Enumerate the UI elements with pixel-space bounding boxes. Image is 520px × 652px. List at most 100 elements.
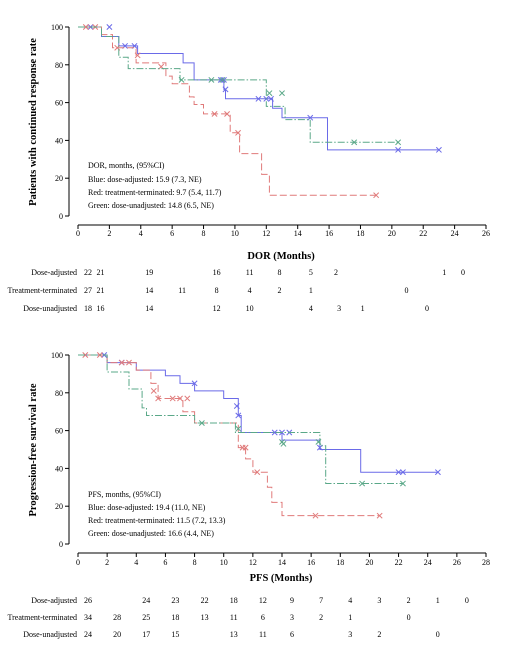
pfs-risk-count: 9 bbox=[290, 596, 294, 605]
pfs-risk-count: 0 bbox=[465, 596, 469, 605]
dor-series-red-treatment-terminated bbox=[78, 26, 377, 196]
dor-x-tick-label: 10 bbox=[231, 229, 239, 238]
dor-censor-mark-green-dose-unadjusted bbox=[351, 139, 358, 146]
dor-risk-count: 4 bbox=[309, 304, 313, 313]
dor-censor-mark-blue-dose-adjusted bbox=[435, 146, 442, 153]
dor-x-axis-title: DOR (Months) bbox=[247, 251, 315, 262]
dor-censor-mark-green-dose-unadjusted bbox=[279, 90, 285, 97]
dor-risk-count: 10 bbox=[246, 304, 254, 313]
pfs-censor-mark-red-treatment-terminated bbox=[169, 395, 176, 402]
dor-censor-mark-red-treatment-terminated bbox=[373, 192, 380, 199]
dor-risk-count: 0 bbox=[405, 286, 409, 295]
pfs-risk-count: 2 bbox=[407, 596, 411, 605]
dor-risk-count: 1 bbox=[309, 286, 313, 295]
dor-censor-mark-blue-dose-adjusted bbox=[307, 114, 314, 121]
pfs-risk-count: 18 bbox=[230, 596, 238, 605]
pfs-chart-panel: Progression-free survival rate 020406080… bbox=[8, 351, 490, 639]
dor-censor-mark-blue-dose-adjusted bbox=[106, 24, 113, 30]
pfs-censor-mark-green-dose-unadjusted bbox=[198, 420, 205, 426]
pfs-censor-mark-red-treatment-terminated bbox=[312, 512, 319, 519]
dor-legend-red: Red: treatment-terminated: 9.7 (5.4, 11.… bbox=[88, 188, 222, 197]
dor-risk-row-label: Dose-adjusted bbox=[31, 268, 77, 277]
pfs-censor-mark-blue-dose-adjusted bbox=[395, 469, 402, 476]
pfs-legend-title: PFS, months, (95%CI) bbox=[88, 490, 161, 499]
dor-risk-count: 2 bbox=[334, 268, 338, 277]
dor-risk-count: 4 bbox=[248, 286, 252, 295]
pfs-risk-count: 11 bbox=[230, 613, 238, 622]
pfs-x-axis-title: PFS (Months) bbox=[250, 573, 313, 584]
dor-censor-mark-red-treatment-terminated bbox=[82, 24, 89, 30]
pfs-series-blue-dose-adjusted bbox=[78, 354, 438, 473]
pfs-risk-count: 26 bbox=[84, 596, 92, 605]
pfs-censor-mark-blue-dose-adjusted bbox=[271, 429, 278, 436]
pfs-x-tick-label: 0 bbox=[76, 558, 80, 567]
pfs-risk-count: 22 bbox=[201, 596, 209, 605]
dor-risk-count: 5 bbox=[309, 268, 313, 277]
dor-censor-mark-red-treatment-terminated bbox=[224, 110, 231, 117]
dor-risk-count: 0 bbox=[461, 268, 465, 277]
dor-y-tick-label: 0 bbox=[59, 212, 63, 221]
pfs-risk-count: 2 bbox=[377, 630, 381, 639]
pfs-censor-mark-red-treatment-terminated bbox=[150, 387, 157, 394]
pfs-y-tick-label: 40 bbox=[55, 464, 63, 473]
dor-x-tick-label: 24 bbox=[451, 229, 459, 238]
pfs-risk-count: 13 bbox=[230, 630, 238, 639]
pfs-y-tick-label: 0 bbox=[59, 540, 63, 549]
dor-y-tick-label: 60 bbox=[55, 99, 63, 108]
pfs-y-tick-label: 60 bbox=[55, 427, 63, 436]
pfs-legend-red: Red: treatment-terminated: 11.5 (7.2, 13… bbox=[88, 516, 226, 525]
pfs-risk-count: 3 bbox=[377, 596, 381, 605]
pfs-risk-count: 6 bbox=[261, 613, 265, 622]
pfs-risk-count: 12 bbox=[259, 596, 267, 605]
dor-y-tick-label: 20 bbox=[55, 174, 63, 183]
dor-risk-row-label: Dose-unadjusted bbox=[23, 304, 77, 313]
pfs-censor-mark-green-dose-unadjusted bbox=[280, 440, 287, 447]
pfs-censor-mark-red-treatment-terminated bbox=[254, 469, 261, 476]
pfs-risk-count: 1 bbox=[348, 613, 352, 622]
pfs-censor-mark-blue-dose-adjusted bbox=[233, 403, 240, 409]
dor-censor-mark-blue-dose-adjusted bbox=[222, 86, 229, 93]
dor-risk-row-label: Treatment-terminated bbox=[8, 286, 77, 295]
pfs-risk-count: 0 bbox=[436, 630, 440, 639]
pfs-risk-count: 0 bbox=[407, 613, 411, 622]
pfs-x-tick-label: 10 bbox=[220, 558, 228, 567]
pfs-risk-count: 6 bbox=[290, 630, 294, 639]
dor-censor-mark-red-treatment-terminated bbox=[235, 129, 242, 136]
pfs-risk-count: 28 bbox=[113, 613, 121, 622]
dor-risk-count: 11 bbox=[178, 286, 186, 295]
pfs-series bbox=[78, 352, 441, 519]
pfs-censor-mark-red-treatment-terminated bbox=[242, 444, 249, 451]
dor-risk-table: Dose-adjusted 22 21 19 16 11 8 5 2 1 0Treatment-te… bbox=[8, 268, 466, 313]
dor-risk-count: 16 bbox=[213, 268, 221, 277]
pfs-risk-count: 11 bbox=[259, 630, 267, 639]
dor-x-tick-label: 22 bbox=[419, 229, 427, 238]
pfs-risk-count: 4 bbox=[348, 596, 352, 605]
pfs-censor-mark-blue-dose-adjusted bbox=[191, 380, 198, 387]
dor-series bbox=[78, 24, 442, 199]
dor-risk-count: 22 bbox=[84, 268, 92, 277]
pfs-x-tick-label: 28 bbox=[482, 558, 490, 567]
dor-y-axis-title: Patients with continued response rate bbox=[28, 38, 39, 206]
dor-y-tick-label: 80 bbox=[55, 61, 63, 70]
pfs-risk-count: 7 bbox=[319, 596, 323, 605]
pfs-y-tick-label: 80 bbox=[55, 389, 63, 398]
pfs-risk-count: 18 bbox=[171, 613, 179, 622]
dor-censor-mark-blue-dose-adjusted bbox=[268, 95, 274, 102]
dor-x-tick-label: 16 bbox=[325, 229, 333, 238]
pfs-risk-count: 20 bbox=[113, 630, 121, 639]
dor-risk-count: 14 bbox=[145, 286, 153, 295]
pfs-x-tick-label: 12 bbox=[249, 558, 257, 567]
pfs-y-tick-label: 20 bbox=[55, 502, 63, 511]
dor-risk-count: 12 bbox=[213, 304, 221, 313]
pfs-censor-mark-red-treatment-terminated bbox=[177, 395, 183, 402]
pfs-risk-count: 15 bbox=[171, 630, 179, 639]
dor-x-tick-label: 8 bbox=[202, 229, 206, 238]
pfs-x-tick-label: 6 bbox=[163, 558, 167, 567]
dor-risk-count: 19 bbox=[145, 268, 153, 277]
dor-risk-count: 11 bbox=[246, 268, 254, 277]
pfs-x-tick-label: 26 bbox=[453, 558, 461, 567]
dor-censor-mark-green-dose-unadjusted bbox=[178, 76, 185, 83]
dor-series-blue-dose-adjusted bbox=[78, 26, 439, 151]
pfs-censor-mark-red-treatment-terminated bbox=[82, 352, 89, 358]
